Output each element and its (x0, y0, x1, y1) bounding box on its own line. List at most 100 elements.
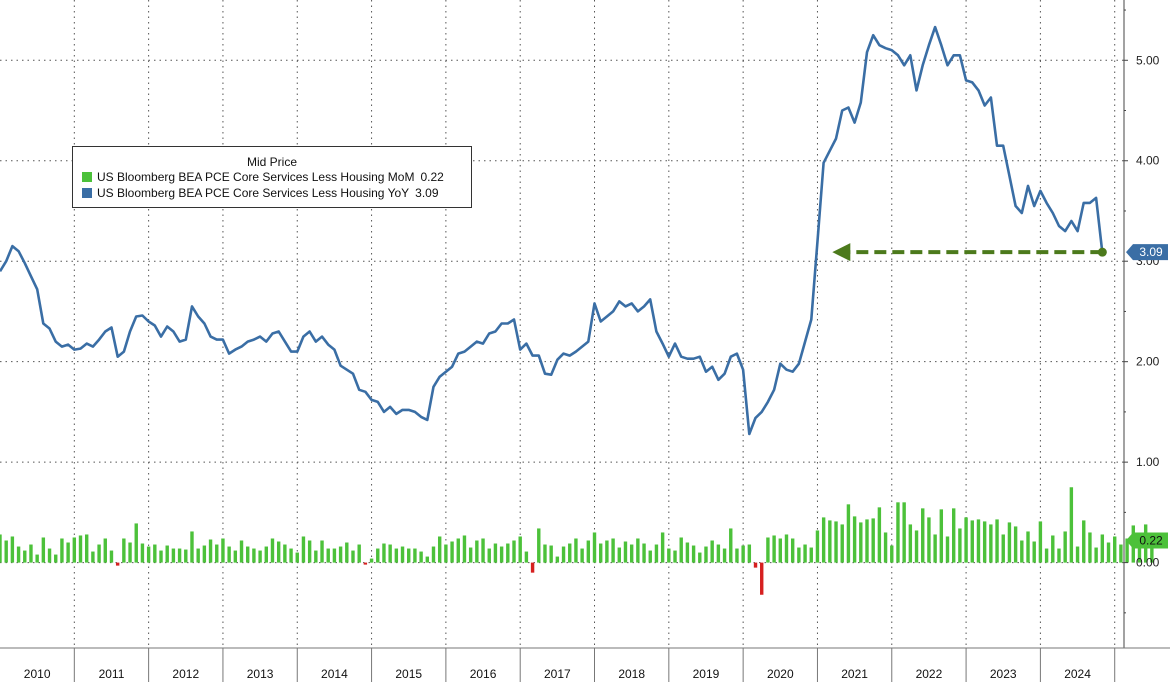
mom-bar (1082, 520, 1086, 563)
mom-bar (462, 535, 467, 563)
x-tick-label: 2016 (470, 667, 497, 681)
yoy-line-layer (0, 25, 1104, 436)
mom-bar (753, 562, 758, 568)
mom-bar (314, 550, 318, 563)
mom-bar (1020, 540, 1024, 563)
y-tick-label: 1.00 (1136, 455, 1160, 469)
mom-bar (1057, 548, 1061, 563)
mom-bar (128, 542, 132, 563)
mom-bar (29, 544, 33, 563)
mom-bar (654, 544, 659, 563)
mom-bar (1013, 526, 1018, 563)
y-tick-label: 0.00 (1136, 556, 1160, 570)
mom-bar (326, 548, 330, 563)
mom-bar (487, 548, 491, 563)
mom-bar (456, 538, 460, 563)
mom-bar (1100, 534, 1105, 563)
legend-item-mom: US Bloomberg BEA PCE Core Services Less … (73, 169, 471, 185)
mom-bar (1069, 487, 1074, 563)
mom-bar (679, 537, 683, 563)
mom-bar (1051, 535, 1055, 563)
mom-bar (35, 554, 39, 563)
mom-bar (865, 519, 869, 563)
mom-bar (660, 532, 665, 563)
mom-bar (599, 543, 603, 563)
mom-bar (227, 546, 231, 563)
mom-bar (1032, 541, 1036, 563)
mom-bar (481, 538, 485, 563)
mom-bar (202, 545, 207, 563)
mom-bar (568, 543, 572, 563)
mom-bar (642, 543, 646, 563)
mom-bar (908, 524, 913, 563)
mom-bar (611, 538, 615, 563)
mom-bar (846, 504, 851, 563)
mom-bar (629, 544, 634, 563)
x-tick-label: 2012 (172, 667, 199, 681)
mom-bar (623, 541, 628, 563)
x-tick-label: 2015 (395, 667, 422, 681)
legend-item-yoy: US Bloomberg BEA PCE Core Services Less … (73, 185, 471, 201)
mom-bar (369, 558, 374, 563)
mom-bar (976, 519, 981, 563)
mom-bar (1113, 536, 1117, 563)
mom-bar (896, 502, 900, 563)
mom-last-badge-text: 0.22 (1139, 534, 1163, 548)
mom-bar (648, 550, 652, 563)
mom-bar (91, 551, 95, 563)
mom-bar (933, 534, 937, 563)
mom-bar (964, 517, 968, 563)
mom-bar (914, 530, 919, 563)
mom-bar (834, 521, 838, 563)
mom-bar (852, 516, 857, 563)
mom-bar (574, 538, 578, 563)
mom-bar (252, 548, 256, 563)
mom-bar (982, 521, 987, 563)
mom-bar (394, 548, 399, 563)
mom-bar (797, 547, 801, 563)
mom-bar (561, 546, 566, 563)
mom-bar (828, 520, 832, 563)
mom-bar (16, 546, 21, 563)
y-tick-label: 2.00 (1136, 355, 1160, 369)
mom-bar (722, 548, 727, 563)
mom-bar (376, 548, 380, 563)
mom-bar (1119, 544, 1123, 563)
mom-bar (735, 548, 739, 563)
mom-bar (177, 548, 182, 563)
mom-bar (221, 538, 225, 563)
mom-bar (691, 545, 696, 563)
mom-bar (363, 562, 368, 565)
mom-bar (741, 545, 745, 563)
mom-bar (413, 548, 417, 563)
mom-bar (716, 544, 721, 563)
mom-bar (729, 528, 733, 563)
legend-title: Mid Price (246, 155, 297, 169)
mom-bar (1038, 521, 1043, 563)
mom-bar (357, 544, 361, 563)
x-tick-label: 2021 (841, 667, 868, 681)
mom-bar (747, 544, 752, 563)
mom-bar (146, 546, 151, 563)
mom-bar (437, 536, 442, 563)
mom-bar (41, 537, 46, 563)
mom-bar (264, 546, 268, 563)
mom-bar (1150, 540, 1154, 563)
mom-bar (258, 550, 262, 563)
mom-bar (239, 540, 244, 563)
mom-bar (475, 540, 479, 563)
x-tick-label: 2010 (24, 667, 51, 681)
x-tick-label: 2014 (321, 667, 348, 681)
mom-bar (586, 540, 591, 563)
mom-bar (890, 545, 894, 563)
mom-bar (165, 545, 169, 563)
yoy-last-badge: 3.09 (1126, 244, 1168, 261)
mom-bar (109, 550, 114, 563)
mom-bar (1094, 547, 1098, 563)
mom-bar (772, 535, 776, 563)
mom-bar (425, 556, 430, 563)
mom-bar (233, 550, 238, 563)
mom-bar (821, 517, 826, 563)
mom-bar (883, 532, 888, 563)
